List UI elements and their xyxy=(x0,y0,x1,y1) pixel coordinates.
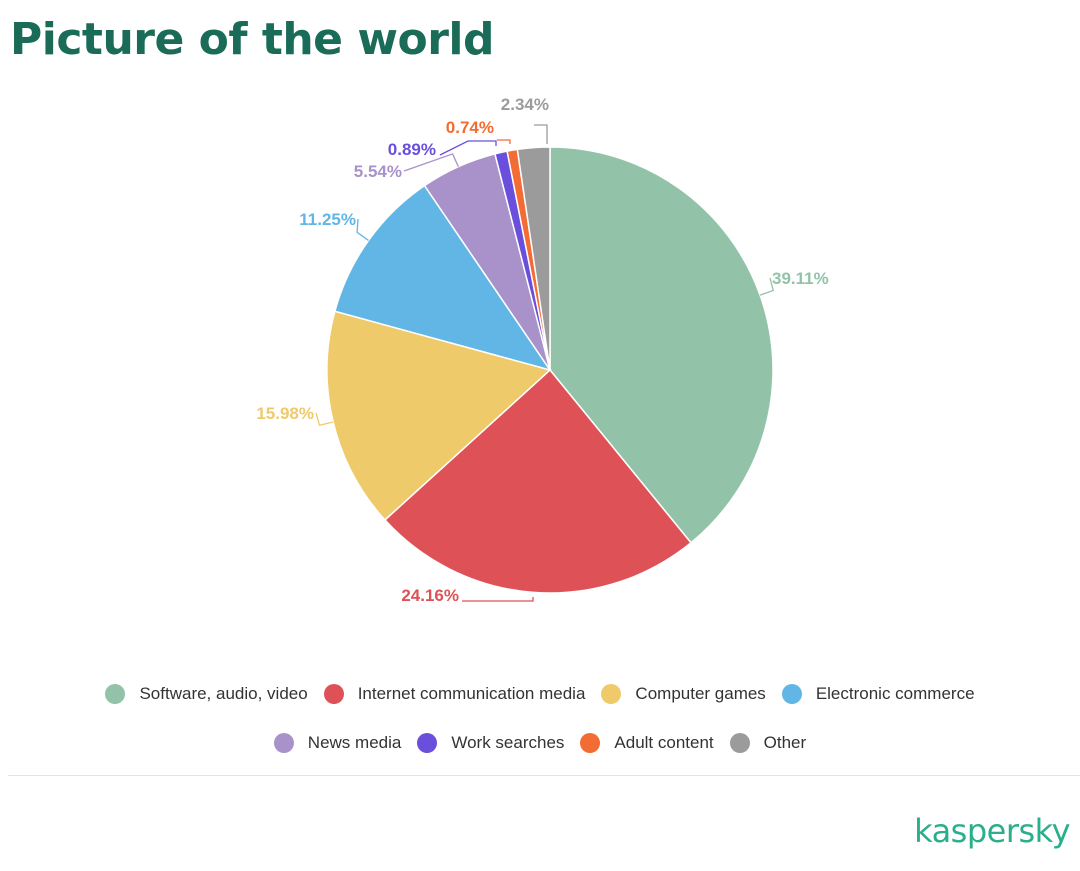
pie-slice-internet-communication-media xyxy=(383,368,693,594)
legend-item-adult-content[interactable]: Adult content xyxy=(580,733,714,753)
legend-swatch xyxy=(273,733,294,753)
legend-label: Other xyxy=(763,733,807,752)
legend-item-news-media[interactable]: News media xyxy=(273,733,402,753)
pie-slice-software-audio-video xyxy=(549,146,774,544)
legend-swatch xyxy=(323,684,344,704)
pie-slice-electronic-commerce xyxy=(333,184,552,372)
legend-label: News media xyxy=(307,733,402,752)
leader-line-internet-communication-media xyxy=(462,597,534,602)
pie-chart: 39.11% 24.16% 15.98% 11.25% 5.54% 0.89% 0.74% 2… xyxy=(256,95,829,605)
legend-label: Software, audio, video xyxy=(139,684,308,703)
data-label-adult-content: 0.74% xyxy=(446,118,494,137)
data-label-work-searches: 0.89% xyxy=(388,140,436,159)
divider xyxy=(8,775,1080,776)
legend-swatch xyxy=(729,733,750,753)
legend-item-software-audio-video[interactable]: Software, audio, video xyxy=(105,684,308,704)
data-label-news-media: 5.54% xyxy=(354,162,402,181)
leader-line-work-searches xyxy=(439,140,497,156)
data-label-other: 2.34% xyxy=(501,95,549,114)
legend-label: Internet communication media xyxy=(357,684,586,703)
leader-line-other xyxy=(534,124,548,144)
kaspersky-logo: kaspersky xyxy=(914,812,1070,850)
legend-row: News media Work searches Adult content Othe… xyxy=(0,733,1080,753)
leader-line-adult-content xyxy=(497,139,511,144)
leader-line-news-media xyxy=(403,153,459,172)
legend-swatch xyxy=(417,733,438,753)
legend-item-computer-games[interactable]: Computer games xyxy=(601,684,766,704)
legend-item-work-searches[interactable]: Work searches xyxy=(417,733,564,753)
legend-label: Adult content xyxy=(614,733,714,752)
data-label-computer-games: 15.98% xyxy=(256,404,314,423)
legend-swatch xyxy=(781,684,802,704)
legend-row: Software, audio, video Internet communica… xyxy=(0,684,1080,704)
leader-line-computer-games xyxy=(315,412,334,427)
data-label-software-audio-video: 39.11% xyxy=(772,269,829,288)
legend-item-internet-communication-media[interactable]: Internet communication media xyxy=(323,684,586,704)
pie-slice-other xyxy=(516,146,551,371)
legend-label: Electronic commerce xyxy=(815,684,975,703)
legend-swatch xyxy=(601,684,622,704)
legend-item-other[interactable]: Other xyxy=(729,733,807,753)
data-label-internet-communication-media: 24.16% xyxy=(401,586,459,605)
data-label-electronic-commerce: 11.25% xyxy=(299,210,356,229)
legend-item-electronic-commerce[interactable]: Electronic commerce xyxy=(781,684,975,704)
legend-label: Work searches xyxy=(451,733,565,752)
leader-line-software-audio-video xyxy=(759,277,775,296)
legend-swatch xyxy=(580,733,601,753)
legend-swatch xyxy=(105,684,126,704)
leader-line-electronic-commerce xyxy=(356,218,369,241)
chart-title: Picture of the world xyxy=(10,14,495,65)
legend-label: Computer games xyxy=(635,684,766,703)
